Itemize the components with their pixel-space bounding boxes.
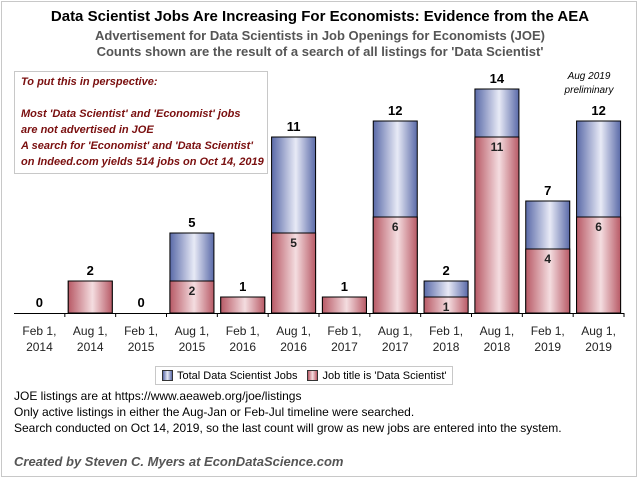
data-label-title: 11	[491, 140, 504, 154]
tick-label: Aug 1,	[480, 324, 515, 338]
data-label-total: 12	[591, 103, 605, 118]
tick-label: Aug 1,	[175, 324, 210, 338]
data-label-title: 1	[443, 300, 450, 314]
note-line: Most 'Data Scientist' and 'Economist' jo…	[21, 108, 241, 120]
data-label-total: 14	[490, 71, 505, 86]
data-label-title: 2	[189, 284, 196, 298]
data-label-total: 5	[188, 215, 195, 230]
legend-label-title: Job title is 'Data Scientist'	[322, 369, 447, 382]
bar-title	[525, 248, 571, 314]
footnote-line: Only active listings in either the Aug-J…	[14, 405, 415, 419]
data-label-total: 2	[442, 263, 449, 278]
tick-label: 2016	[229, 340, 256, 354]
tick-label: 2017	[331, 340, 358, 354]
bar-title	[169, 280, 215, 314]
data-label-total: 0	[137, 295, 144, 310]
tick-label: 2014	[26, 340, 53, 354]
chart-legend: Total Data Scientist Jobs Job title is '…	[155, 366, 454, 385]
annotation-line: preliminary	[564, 85, 614, 96]
tick-label: Feb 1,	[429, 324, 463, 338]
footnote-line: Search conducted on Oct 14, 2019, so the…	[14, 421, 562, 435]
tick-label: Feb 1,	[531, 324, 565, 338]
tick-label: Feb 1,	[124, 324, 158, 338]
note-line: on Indeed.com yields 514 jobs on Oct 14,…	[21, 156, 264, 168]
bar-title	[372, 216, 418, 314]
tick-label: Feb 1,	[22, 324, 56, 338]
bar-title	[67, 280, 113, 314]
legend-item-total: Total Data Scientist Jobs	[162, 370, 297, 382]
preliminary-annotation: Aug 2019 preliminary	[556, 70, 622, 98]
note-line: ​	[21, 90, 261, 106]
data-label-total: 2	[87, 263, 94, 278]
footnotes: JOE listings are at https://www.aeaweb.o…	[14, 388, 562, 436]
tick-label: Aug 1,	[73, 324, 108, 338]
data-label-title: 4	[544, 252, 551, 266]
data-label-title: 6	[595, 220, 602, 234]
legend-swatch-title	[307, 370, 319, 381]
bar-title	[474, 136, 520, 314]
tick-label: 2016	[280, 340, 307, 354]
tick-label: 2018	[433, 340, 460, 354]
note-line: A search for 'Economist' and 'Data Scien…	[21, 140, 253, 152]
data-label-title: 5	[290, 236, 297, 250]
legend-item-title: Job title is 'Data Scientist'	[307, 370, 446, 382]
data-label-total: 7	[544, 183, 551, 198]
legend-label-total: Total Data Scientist Jobs	[177, 369, 298, 382]
data-label-total: 1	[239, 279, 246, 294]
footnote-line: JOE listings are at https://www.aeaweb.o…	[14, 389, 302, 403]
annotation-line: Aug 2019	[567, 71, 611, 82]
note-line: are not advertised in JOE	[21, 124, 154, 136]
tick-label: 2018	[484, 340, 511, 354]
note-line: To put this in perspective:	[21, 76, 158, 88]
chart-plot: 0 Feb 1, 2014 2 Aug 1, 2014 0 Feb 1, 2015 5 2 Aug 1…	[14, 71, 625, 354]
tick-label: 2015	[128, 340, 155, 354]
tick-label: 2017	[382, 340, 409, 354]
bar-title	[423, 296, 469, 314]
tick-label: 2019	[534, 340, 561, 354]
legend-swatch-total	[162, 370, 173, 381]
tick-label: Aug 1,	[378, 324, 413, 338]
data-label-total: 1	[341, 279, 348, 294]
tick-label: Feb 1,	[226, 324, 260, 338]
bar-title	[576, 216, 622, 314]
bar-title	[321, 296, 367, 314]
chart-subtitle-2: Counts shown are the result of a search …	[96, 44, 544, 59]
data-label-total: 12	[388, 103, 402, 118]
tick-label: Aug 1,	[276, 324, 311, 338]
data-label-title: 6	[392, 220, 399, 234]
tick-label: Feb 1,	[327, 324, 361, 338]
tick-label: Aug 1,	[581, 324, 616, 338]
tick-label: 2019	[585, 340, 612, 354]
tick-label: 2015	[179, 340, 206, 354]
bar-title	[271, 232, 317, 314]
perspective-note: To put this in perspective: ​ Most 'Data…	[14, 71, 268, 174]
author-credit: Created by Steven C. Myers at EconDataSc…	[14, 454, 344, 469]
chart-title: Data Scientist Jobs Are Increasing For E…	[50, 8, 590, 25]
data-label-total: 0	[36, 295, 43, 310]
tick-label: 2014	[77, 340, 104, 354]
chart-subtitle-1: Advertisement for Data Scientists in Job…	[94, 28, 546, 43]
bar-title	[220, 296, 266, 314]
data-label-total: 11	[287, 119, 301, 134]
